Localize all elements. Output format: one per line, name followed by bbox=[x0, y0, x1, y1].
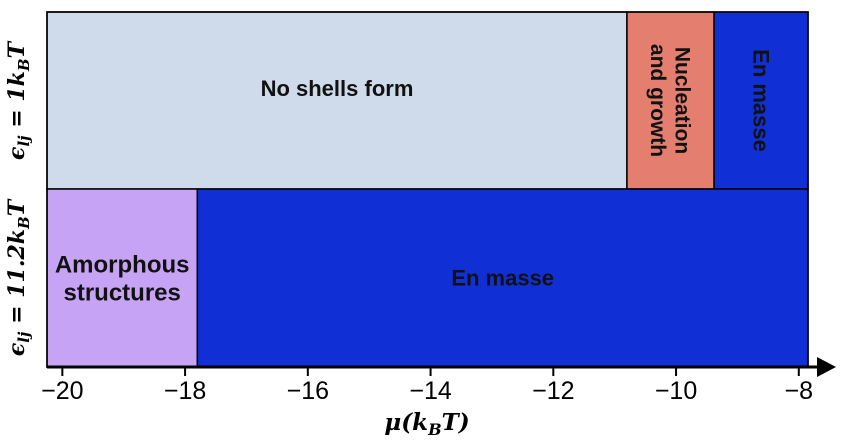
x-tick-label: −16 bbox=[287, 377, 329, 405]
row-label-eps-1: ϵlj = 1kBT bbox=[4, 40, 33, 160]
region-1-0 bbox=[46, 188, 199, 368]
region-label-0-0: No shells form bbox=[261, 76, 414, 101]
x-tick-label: −12 bbox=[532, 377, 574, 405]
region-1-1 bbox=[196, 188, 809, 368]
region-labels: No shells form Nucleationand growth En mas… bbox=[55, 44, 774, 307]
region-label-1-0: Amorphous structures bbox=[55, 251, 190, 306]
x-axis-ticks: −20 −18 −16 −14 −12 −10 −8 bbox=[41, 367, 813, 405]
x-axis-title: μ(kBT) bbox=[384, 409, 469, 439]
x-tick-label: −18 bbox=[164, 377, 206, 405]
region-label-0-1: Nucleationand growth bbox=[646, 44, 694, 157]
region-0-0 bbox=[46, 11, 628, 190]
x-tick-label: −20 bbox=[41, 377, 83, 405]
row-label-eps-11-2: ϵlj = 11.2kBT bbox=[4, 198, 33, 356]
region-label-0-2: En masse bbox=[748, 49, 773, 152]
x-tick-label: −8 bbox=[785, 377, 814, 405]
region-0-1 bbox=[626, 11, 715, 190]
x-tick-label: −10 bbox=[655, 377, 697, 405]
x-axis-arrowhead bbox=[817, 357, 836, 377]
x-tick-label: −14 bbox=[409, 377, 452, 405]
region-label-1-1: En masse bbox=[451, 266, 554, 291]
